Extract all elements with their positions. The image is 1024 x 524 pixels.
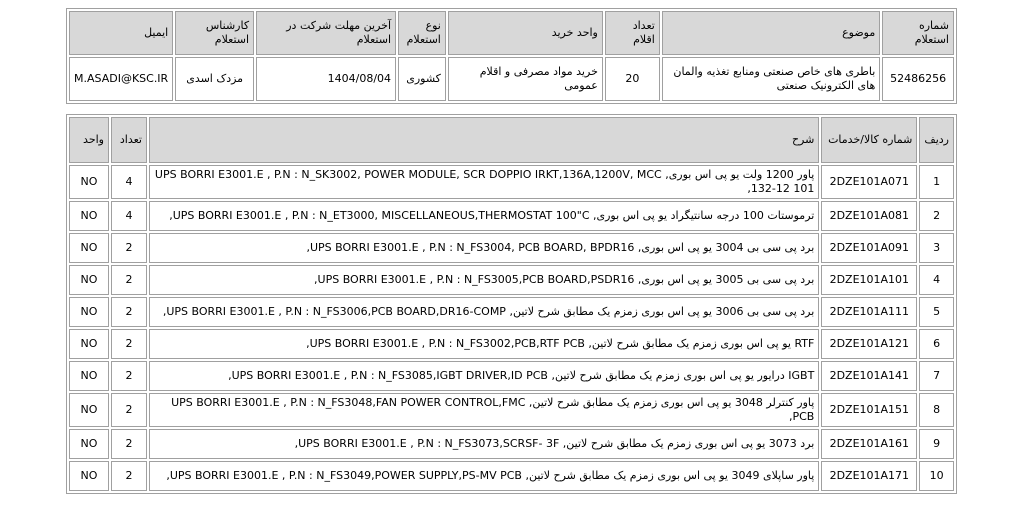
inquiry-summary-table: شماره استعلام موضوع تعداد اقلام واحد خری… <box>66 8 957 104</box>
item-code: 2DZE101A111 <box>821 297 918 327</box>
items-header-row: ردیف شماره کالا/خدمات شرح تعداد واحد <box>69 117 954 163</box>
item-unit: NO <box>69 201 109 231</box>
inquiry-item-count: 20 <box>604 57 660 101</box>
table-row: 4 2DZE101A101 برد پی سی بی 3005 یو پی اس ب… <box>69 265 954 295</box>
inquiry-deadline: 1404/08/04 <box>256 57 397 101</box>
table-row: 9 2DZE101A161 برد 3073 یو پی اس بوری زمزم … <box>69 429 954 459</box>
item-unit: NO <box>69 165 109 199</box>
header-item-count: تعداد اقلام <box>604 11 660 55</box>
item-quantity: 2 <box>111 233 147 263</box>
item-quantity: 2 <box>111 429 147 459</box>
row-number: 3 <box>919 233 954 263</box>
table-row: 3 2DZE101A091 برد پی سی بی 3004 یو پی اس ب… <box>69 233 954 263</box>
header-deadline: آخرین مهلت شرکت در استعلام <box>256 11 397 55</box>
header-unit: واحد <box>69 117 109 163</box>
item-description: پاور 1200 ولت یو پی اس بوری, UPS BORRI E… <box>149 165 820 199</box>
row-number: 6 <box>919 329 954 359</box>
inquiry-data-row: 52486256 باطری های خاص صنعتی ومنابع تغذی… <box>69 57 954 101</box>
item-code: 2DZE101A081 <box>821 201 918 231</box>
header-subject: موضوع <box>661 11 881 55</box>
item-unit: NO <box>69 297 109 327</box>
items-table: ردیف شماره کالا/خدمات شرح تعداد واحد 1 2D… <box>66 114 957 494</box>
item-unit: NO <box>69 461 109 491</box>
table-row: 1 2DZE101A071 پاور 1200 ولت یو پی اس بوری,… <box>69 165 954 199</box>
item-unit: NO <box>69 393 109 427</box>
header-inquiry-type: نوع استعلام <box>398 11 446 55</box>
item-code: 2DZE101A171 <box>821 461 918 491</box>
item-quantity: 2 <box>111 361 147 391</box>
item-description: برد پی سی بی 3005 یو پی اس بوری, UPS BOR… <box>149 265 820 295</box>
header-quantity: تعداد <box>111 117 147 163</box>
item-quantity: 2 <box>111 461 147 491</box>
item-unit: NO <box>69 329 109 359</box>
row-number: 9 <box>919 429 954 459</box>
inquiry-expert: مزدک اسدی <box>175 57 255 101</box>
row-number: 8 <box>919 393 954 427</box>
row-number: 5 <box>919 297 954 327</box>
item-description: برد 3073 یو پی اس بوری زمزم یک مطابق شرح… <box>149 429 820 459</box>
item-quantity: 2 <box>111 393 147 427</box>
row-number: 2 <box>919 201 954 231</box>
inquiry-purchase-unit: خرید مواد مصرفی و اقلام عمومی <box>447 57 603 101</box>
item-code: 2DZE101A161 <box>821 429 918 459</box>
header-purchase-unit: واحد خرید <box>447 11 603 55</box>
header-expert: کارشناس استعلام <box>175 11 255 55</box>
inquiry-subject: باطری های خاص صنعتی ومنابع تغذیه والمان … <box>661 57 881 101</box>
item-description: برد پی سی بی 3006 یو پی اس بوری زمزم یک … <box>149 297 820 327</box>
item-unit: NO <box>69 233 109 263</box>
item-code: 2DZE101A071 <box>821 165 918 199</box>
item-code: 2DZE101A101 <box>821 265 918 295</box>
item-unit: NO <box>69 429 109 459</box>
item-code: 2DZE101A151 <box>821 393 918 427</box>
table-row: 6 2DZE101A121 RTF یو پی اس بوری زمزم یک مط… <box>69 329 954 359</box>
item-description: ترموستات 100 درجه سانتیگراد یو پی اس بور… <box>149 201 820 231</box>
item-unit: NO <box>69 265 109 295</box>
item-description: برد پی سی بی 3004 یو پی اس بوری, UPS BOR… <box>149 233 820 263</box>
item-quantity: 4 <box>111 201 147 231</box>
inquiry-header-row: شماره استعلام موضوع تعداد اقلام واحد خری… <box>69 11 954 55</box>
item-quantity: 2 <box>111 265 147 295</box>
header-item-code: شماره کالا/خدمات <box>821 117 918 163</box>
row-number: 1 <box>919 165 954 199</box>
header-row-number: ردیف <box>919 117 954 163</box>
table-row: 10 2DZE101A171 پاور ساپلای 3049 یو پی اس ب… <box>69 461 954 491</box>
header-inquiry-number: شماره استعلام <box>882 11 954 55</box>
item-quantity: 2 <box>111 297 147 327</box>
row-number: 7 <box>919 361 954 391</box>
item-quantity: 2 <box>111 329 147 359</box>
table-row: 5 2DZE101A111 برد پی سی بی 3006 یو پی اس ب… <box>69 297 954 327</box>
header-email: ایمیل <box>69 11 174 55</box>
table-row: 8 2DZE101A151 پاور کنترلر 3048 یو پی اس بو… <box>69 393 954 427</box>
table-row: 7 2DZE101A141 IGBT درایور یو پی اس بوری زم… <box>69 361 954 391</box>
inquiry-email: M.ASADI@KSC.IR <box>69 57 174 101</box>
table-row: 2 2DZE101A081 ترموستات 100 درجه سانتیگراد … <box>69 201 954 231</box>
inquiry-number: 52486256 <box>882 57 954 101</box>
item-description: پاور ساپلای 3049 یو پی اس بوری زمزم یک م… <box>149 461 820 491</box>
row-number: 10 <box>919 461 954 491</box>
inquiry-type: کشوری <box>398 57 446 101</box>
item-quantity: 4 <box>111 165 147 199</box>
item-description: IGBT درایور یو پی اس بوری زمزم یک مطابق … <box>149 361 820 391</box>
header-description: شرح <box>149 117 820 163</box>
item-code: 2DZE101A141 <box>821 361 918 391</box>
item-unit: NO <box>69 361 109 391</box>
item-description: RTF یو پی اس بوری زمزم یک مطابق شرح لاتی… <box>149 329 820 359</box>
item-code: 2DZE101A091 <box>821 233 918 263</box>
row-number: 4 <box>919 265 954 295</box>
item-description: پاور کنترلر 3048 یو پی اس بوری زمزم یک م… <box>149 393 820 427</box>
item-code: 2DZE101A121 <box>821 329 918 359</box>
